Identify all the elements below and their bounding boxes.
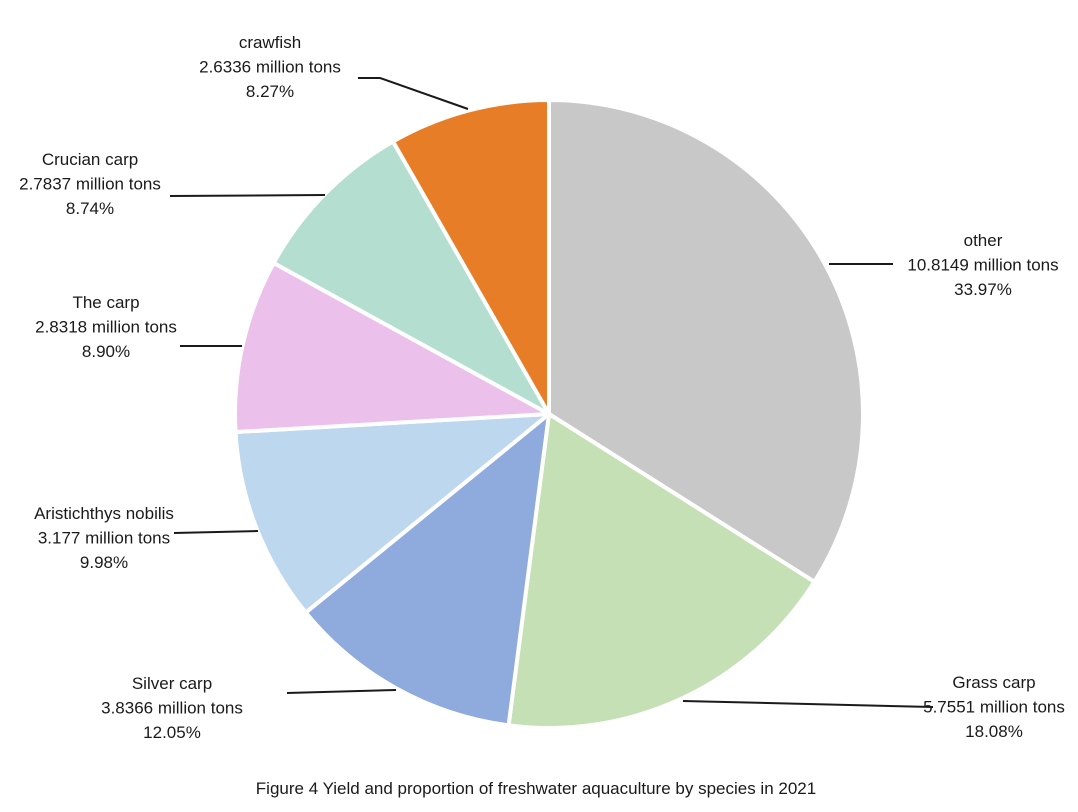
data-label-value: 2.8318 million tons (35, 318, 177, 337)
data-label-percent: 8.90% (82, 342, 130, 361)
leader-line (286, 689, 397, 694)
pie-slice-the-carp (233, 261, 551, 435)
data-label: Aristichthys nobilis 3.177 million tons 9.… (34, 504, 174, 572)
pie-slice-crawfish (391, 98, 551, 416)
data-label-value: 2.6336 million tons (199, 58, 341, 77)
data-label: Silver carp 3.8366 million tons 12.05% (101, 674, 243, 742)
leader-lines (169, 77, 934, 708)
data-label-value: 3.177 million tons (38, 529, 170, 548)
data-label: other 10.8149 million tons 33.97% (907, 231, 1058, 299)
pie-slice-grass-carp (506, 412, 817, 730)
chart-caption: Figure 4 Yield and proportion of freshwa… (256, 779, 816, 798)
data-label-value: 5.7551 million tons (923, 698, 1065, 717)
data-label-name: other (964, 231, 1003, 250)
pie-slice-silver-carp (303, 412, 551, 728)
data-label: Crucian carp 2.7837 million tons 8.74% (19, 150, 161, 218)
data-label-percent: 12.05% (143, 723, 201, 742)
data-label-name: Silver carp (132, 674, 212, 693)
data-label: crawfish 2.6336 million tons 8.27% (199, 33, 341, 101)
data-label-value: 3.8366 million tons (101, 699, 243, 718)
data-label-percent: 8.74% (66, 199, 114, 218)
pie-slice-aristichthys-nobilis (233, 412, 551, 615)
leader-line (358, 77, 469, 110)
data-label-value: 10.8149 million tons (907, 256, 1058, 275)
data-label: The carp 2.8318 million tons 8.90% (35, 293, 177, 361)
data-label-percent: 18.08% (965, 722, 1023, 741)
data-label-name: Aristichthys nobilis (34, 504, 174, 523)
data-label-percent: 33.97% (954, 280, 1012, 299)
data-label-value: 2.7837 million tons (19, 175, 161, 194)
data-label: Grass carp 5.7551 million tons 18.08% (923, 673, 1065, 741)
data-labels: other 10.8149 million tons 33.97% Grass car… (19, 33, 1065, 742)
data-label-name: The carp (72, 293, 139, 312)
data-label-percent: 8.27% (246, 82, 294, 101)
data-label-name: Grass carp (952, 673, 1035, 692)
leader-line (169, 194, 326, 197)
data-label-percent: 9.98% (80, 553, 128, 572)
leader-line (682, 700, 934, 708)
leader-line (173, 530, 259, 534)
data-label-name: Crucian carp (42, 150, 138, 169)
data-label-name: crawfish (239, 33, 301, 52)
pie-slices (233, 98, 865, 730)
